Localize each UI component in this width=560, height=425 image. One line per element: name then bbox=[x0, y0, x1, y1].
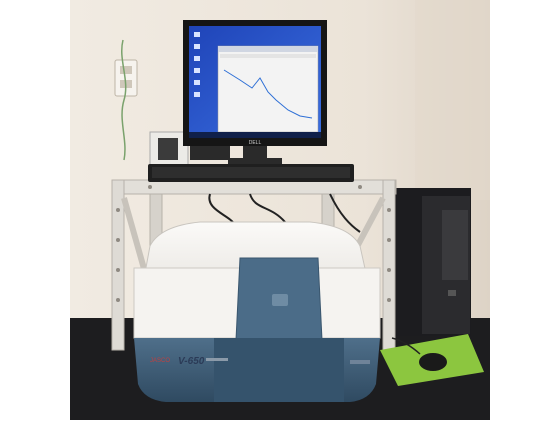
monitor-brand-label: DELL bbox=[249, 140, 262, 146]
keyboard bbox=[148, 164, 354, 182]
spectrophotometer: JASCO V-650 bbox=[133, 221, 381, 402]
desktop-tower bbox=[395, 188, 471, 336]
software-window bbox=[217, 45, 319, 133]
desk-phone bbox=[149, 131, 189, 169]
monitor: DELL bbox=[183, 20, 327, 164]
spectrum-line bbox=[223, 69, 313, 119]
brand-label: JASCO bbox=[150, 358, 170, 364]
mouse bbox=[419, 353, 447, 371]
model-label: V-650 bbox=[178, 356, 205, 367]
mousepad bbox=[380, 334, 484, 386]
